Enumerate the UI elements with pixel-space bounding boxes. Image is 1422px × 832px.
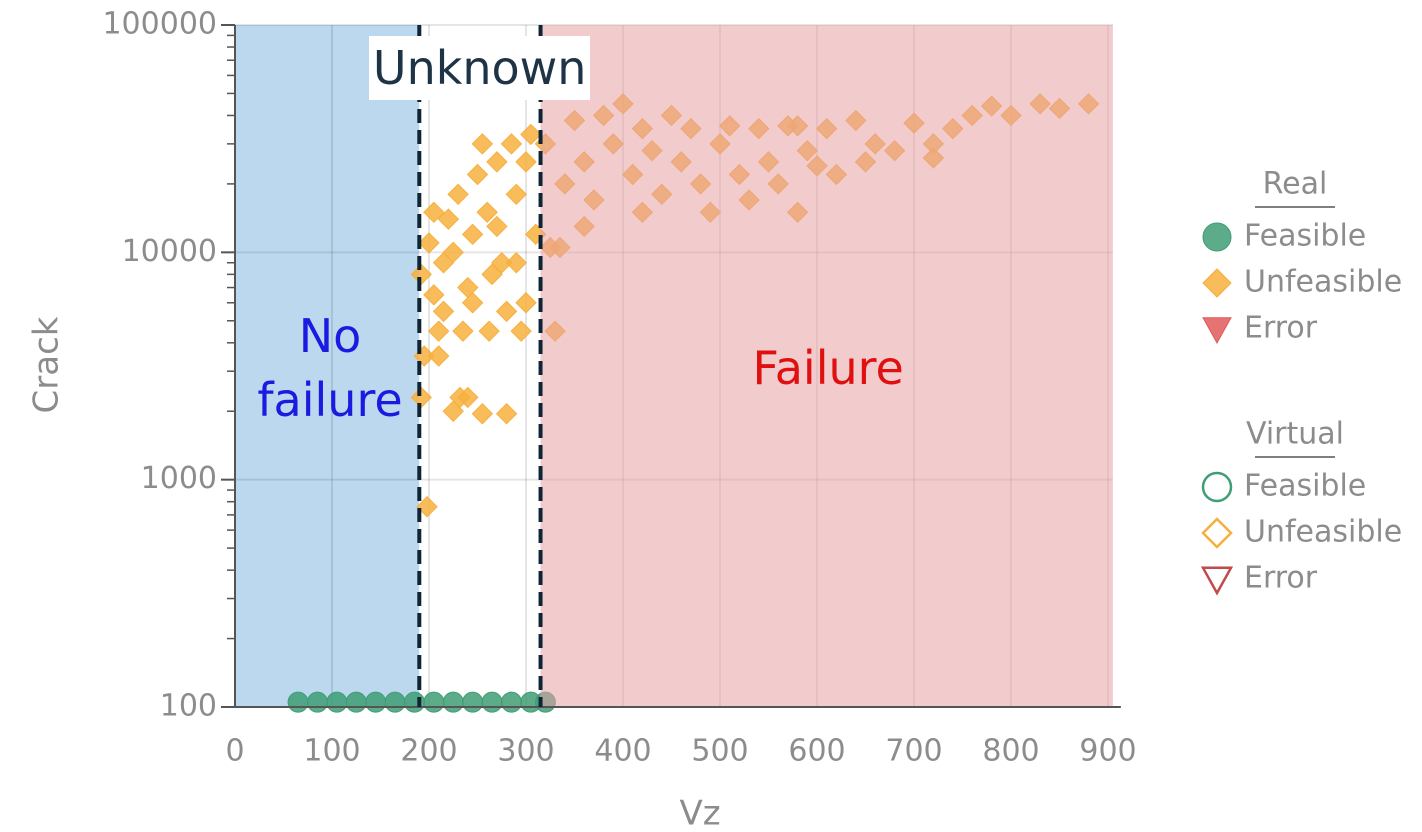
x-tick-label: 200 xyxy=(400,734,457,769)
legend-marker xyxy=(1202,317,1232,345)
data-point xyxy=(478,320,500,342)
x-tick-label: 600 xyxy=(788,734,845,769)
region-label: Failure xyxy=(752,341,904,395)
legend-label: Feasible xyxy=(1244,469,1366,504)
data-point xyxy=(471,133,494,155)
legend-marker xyxy=(1201,471,1233,503)
y-tick-label: 10000 xyxy=(122,234,217,269)
data-point xyxy=(481,691,503,713)
legend-label: Feasible xyxy=(1244,219,1366,254)
data-point xyxy=(423,284,445,306)
y-axis-label: Crack xyxy=(27,316,67,413)
region-label: No failure xyxy=(257,309,403,427)
data-point xyxy=(423,691,445,713)
region-label: Unknown xyxy=(368,36,591,100)
data-point xyxy=(500,133,523,155)
y-tick-label: 100000 xyxy=(102,7,217,42)
data-point xyxy=(427,345,450,367)
data-point xyxy=(481,263,503,286)
legend-title: Real xyxy=(1263,167,1328,202)
data-point xyxy=(515,151,537,173)
data-point xyxy=(491,252,513,274)
data-point xyxy=(461,223,484,246)
data-point xyxy=(447,183,469,206)
data-point xyxy=(520,123,542,146)
data-point xyxy=(427,320,450,342)
data-point xyxy=(326,691,348,713)
legend-marker xyxy=(1202,222,1232,252)
data-point xyxy=(384,691,406,713)
x-tick-label: 0 xyxy=(225,734,244,769)
data-point xyxy=(471,403,494,425)
y-tick-label: 1000 xyxy=(141,461,217,496)
data-point xyxy=(416,496,438,518)
data-point xyxy=(505,183,528,206)
data-point xyxy=(495,300,518,323)
data-point xyxy=(495,403,518,425)
data-point xyxy=(306,691,328,713)
data-point xyxy=(437,208,460,230)
legend-label: Error xyxy=(1244,561,1318,596)
legend-marker xyxy=(1201,517,1233,549)
x-tick-label: 700 xyxy=(885,734,942,769)
data-point xyxy=(486,215,508,238)
x-tick-label: 300 xyxy=(497,734,554,769)
legend-marker xyxy=(1200,566,1234,596)
data-point xyxy=(442,241,464,264)
legend-label: Unfeasible xyxy=(1244,515,1402,550)
data-point xyxy=(461,292,484,314)
data-point xyxy=(466,163,489,186)
region xyxy=(235,25,420,707)
data-point xyxy=(462,691,484,713)
x-tick-label: 800 xyxy=(982,734,1039,769)
data-point xyxy=(432,300,455,323)
data-point xyxy=(452,320,474,342)
region-tint xyxy=(540,25,1113,707)
data-point xyxy=(510,320,532,342)
x-tick-label: 400 xyxy=(594,734,651,769)
data-point xyxy=(287,691,309,713)
data-point xyxy=(500,691,522,713)
data-point xyxy=(476,201,498,224)
data-point xyxy=(403,691,425,713)
x-tick-label: 500 xyxy=(691,734,748,769)
legend-label: Error xyxy=(1244,311,1318,346)
data-point xyxy=(365,691,387,713)
legend-marker xyxy=(1202,268,1232,298)
legend-title: Virtual xyxy=(1246,417,1344,452)
data-point xyxy=(442,691,464,713)
data-point xyxy=(457,386,479,409)
data-point xyxy=(505,252,528,274)
legend-label: Unfeasible xyxy=(1244,265,1402,300)
x-axis-label: Vz xyxy=(679,794,720,832)
region xyxy=(419,25,541,707)
data-point xyxy=(418,232,440,254)
y-tick-label: 100 xyxy=(160,689,217,724)
data-point xyxy=(345,691,367,713)
x-tick-label: 100 xyxy=(303,734,360,769)
data-point xyxy=(423,201,445,224)
data-point xyxy=(486,151,508,173)
data-point xyxy=(515,292,537,314)
x-tick-label: 900 xyxy=(1079,734,1136,769)
